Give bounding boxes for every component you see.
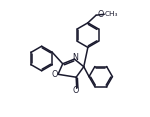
Text: O: O <box>52 70 58 79</box>
Text: O: O <box>73 86 79 95</box>
Text: CH₃: CH₃ <box>105 11 119 17</box>
Text: O: O <box>98 10 104 19</box>
Text: N: N <box>72 53 78 62</box>
